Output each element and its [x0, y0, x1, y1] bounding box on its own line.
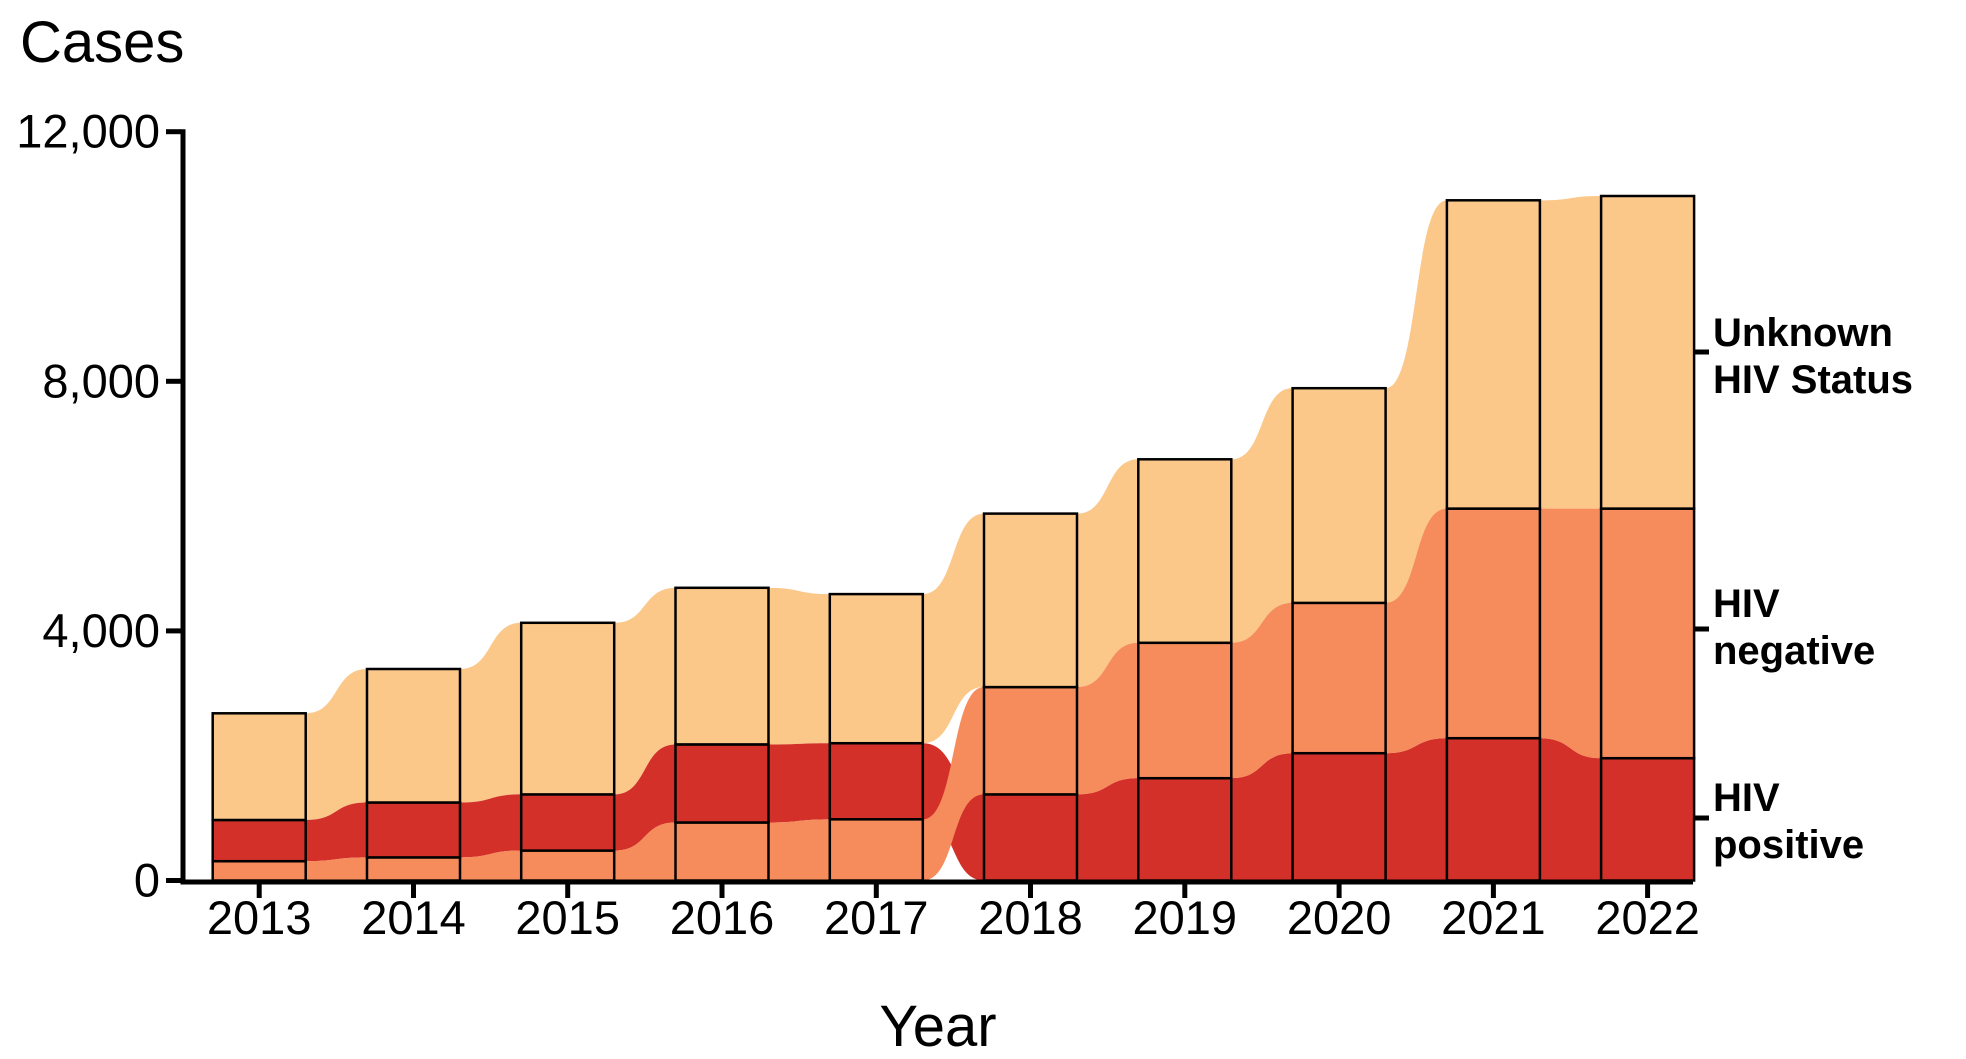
- y-axis-tick-label: 0: [134, 854, 160, 907]
- bar-segment-2013-hiv-negative: [211, 859, 307, 882]
- bar-segment-2014-hiv-negative: [365, 856, 462, 882]
- bar-segment-2018-unknown-hiv-status: [982, 512, 1079, 689]
- bar-segment-2021-hiv-negative: [1445, 507, 1542, 740]
- bar-segment-2020-hiv-positive: [1291, 751, 1387, 882]
- bar-segment-2013-unknown-hiv-status: [211, 712, 307, 822]
- x-axis-tick-label: 2021: [1441, 891, 1546, 944]
- bar-segment-2016-hiv-negative: [674, 821, 770, 882]
- series-label-unknown-line1: Unknown: [1713, 311, 1893, 355]
- x-axis-tick-label: 2019: [1133, 891, 1238, 944]
- bar-segment-2015-hiv-negative: [519, 849, 616, 882]
- bar-2015: [519, 621, 616, 882]
- bar-2014: [365, 667, 462, 882]
- bar-segment-2018-hiv-negative: [982, 685, 1079, 796]
- bar-segment-2018-hiv-positive: [982, 793, 1079, 882]
- series-label-positive-line2: positive: [1713, 823, 1864, 867]
- x-axis-tick-label: 2013: [207, 891, 312, 944]
- y-axis-tick-label: 12,000: [16, 105, 160, 158]
- bar-segment-2020-hiv-negative: [1291, 601, 1387, 755]
- bar-segment-2017-hiv-negative: [828, 818, 925, 882]
- flow-ribbon-hiv-negative: [212, 508, 1695, 881]
- bar-segment-2017-unknown-hiv-status: [828, 592, 925, 745]
- bar-2017: [828, 592, 925, 882]
- bar-segment-2019-unknown-hiv-status: [1137, 458, 1233, 645]
- stacked-bars: [211, 194, 1696, 882]
- bar-segment-2022-hiv-positive: [1599, 756, 1696, 882]
- x-axis-tick-label: 2017: [824, 891, 929, 944]
- x-axis-tick-label: 2022: [1595, 891, 1700, 944]
- bar-2016: [674, 586, 770, 882]
- bar-2020: [1291, 386, 1387, 882]
- x-axis-tick-label: 2014: [361, 891, 466, 944]
- bar-segment-2013-hiv-positive: [211, 818, 307, 863]
- bar-segment-2022-unknown-hiv-status: [1599, 194, 1696, 510]
- bar-segment-2021-unknown-hiv-status: [1445, 199, 1542, 510]
- bar-segment-2015-unknown-hiv-status: [519, 621, 616, 796]
- series-label-positive: HIV positive: [1713, 776, 1864, 867]
- bar-segment-2019-hiv-negative: [1137, 641, 1233, 780]
- x-axis-tick-label: 2016: [670, 891, 775, 944]
- series-label-positive-line1: HIV: [1713, 776, 1780, 820]
- bar-2019: [1137, 458, 1233, 882]
- x-axis-tick-label: 2018: [978, 891, 1083, 944]
- bar-segment-2020-unknown-hiv-status: [1291, 386, 1387, 605]
- bar-2018: [982, 512, 1079, 882]
- series-label-negative-line2: negative: [1713, 629, 1875, 673]
- series-label-negative-line1: HIV: [1713, 582, 1780, 626]
- bar-segment-2014-hiv-positive: [365, 801, 462, 859]
- axes: [166, 129, 1709, 898]
- bar-segment-2017-hiv-positive: [828, 741, 925, 821]
- bar-2021: [1445, 199, 1542, 882]
- series-label-negative: HIV negative: [1713, 582, 1875, 673]
- x-axis-title: Year: [879, 994, 996, 1054]
- y-axis-tick-label: 4,000: [42, 604, 160, 657]
- bar-segment-2019-hiv-positive: [1137, 776, 1233, 882]
- x-axis-tick-label: 2015: [515, 891, 620, 944]
- series-label-unknown: Unknown HIV Status: [1713, 311, 1913, 402]
- x-axis-tick-label: 2020: [1287, 891, 1392, 944]
- bar-segment-2015-hiv-positive: [519, 793, 616, 852]
- bar-segment-2021-hiv-positive: [1445, 736, 1542, 882]
- bar-2013: [211, 712, 307, 882]
- bar-segment-2016-hiv-positive: [674, 743, 770, 824]
- axis-tick-labels: 0 4,000 8,000 12,000 2013 2014 2015 2016 2017 201…: [16, 105, 1700, 944]
- figure-title: Cases: [20, 10, 184, 75]
- bar-2022: [1599, 194, 1696, 882]
- bar-segment-2022-hiv-negative: [1599, 507, 1696, 760]
- series-label-unknown-line2: HIV Status: [1713, 358, 1913, 402]
- y-axis-tick-label: 8,000: [42, 354, 160, 407]
- bar-segment-2014-unknown-hiv-status: [365, 667, 462, 804]
- bar-segment-2016-unknown-hiv-status: [674, 586, 770, 746]
